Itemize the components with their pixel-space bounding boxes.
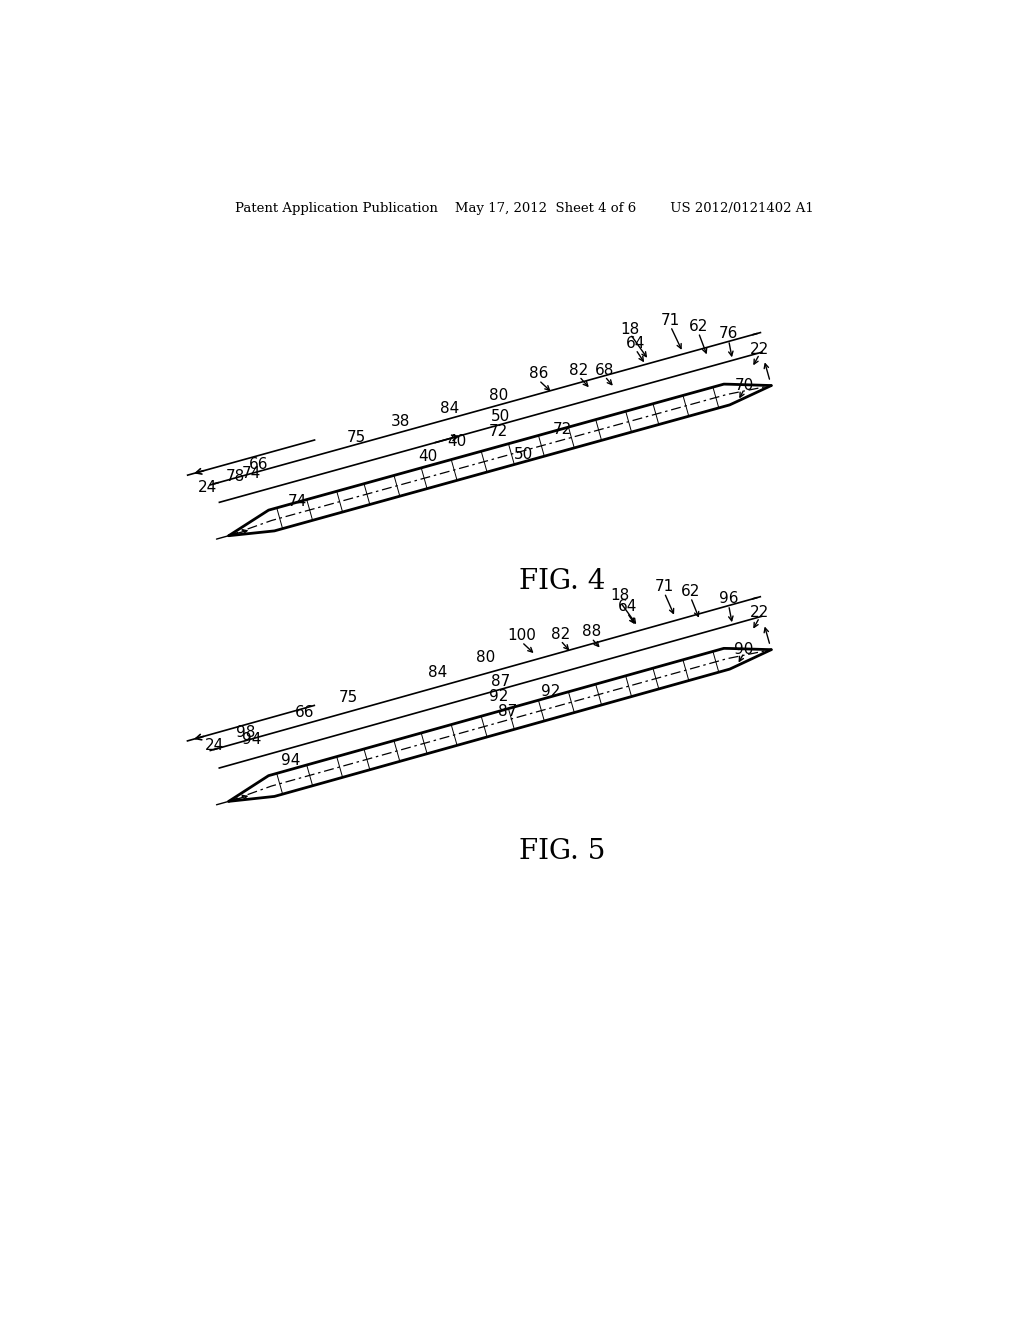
Text: 71: 71 xyxy=(660,313,680,327)
Text: 22: 22 xyxy=(750,342,769,356)
Text: 50: 50 xyxy=(514,447,532,462)
Text: 70: 70 xyxy=(734,378,754,393)
Text: 18: 18 xyxy=(610,589,630,603)
Text: 96: 96 xyxy=(719,591,738,606)
Text: 84: 84 xyxy=(440,401,459,416)
Text: 75: 75 xyxy=(347,429,367,445)
Text: 92: 92 xyxy=(541,684,560,698)
Text: 40: 40 xyxy=(447,434,467,449)
Text: 74: 74 xyxy=(288,494,306,508)
Text: 80: 80 xyxy=(488,388,508,403)
Text: 40: 40 xyxy=(419,449,437,465)
Text: 75: 75 xyxy=(339,690,358,705)
Text: 92: 92 xyxy=(488,689,508,704)
Text: 84: 84 xyxy=(428,665,447,680)
Text: 86: 86 xyxy=(529,367,549,381)
Text: 62: 62 xyxy=(681,583,700,599)
Text: 24: 24 xyxy=(205,738,224,752)
Text: 18: 18 xyxy=(621,322,640,337)
Text: Patent Application Publication    May 17, 2012  Sheet 4 of 6        US 2012/0121: Patent Application Publication May 17, 2… xyxy=(236,202,814,215)
Text: 82: 82 xyxy=(569,363,589,378)
Text: 90: 90 xyxy=(734,642,754,657)
Text: 87: 87 xyxy=(498,704,517,719)
Text: 66: 66 xyxy=(295,705,314,721)
Text: 98: 98 xyxy=(237,725,255,739)
Text: 88: 88 xyxy=(582,624,601,639)
Text: 64: 64 xyxy=(626,335,645,351)
Text: 62: 62 xyxy=(689,318,708,334)
Text: 50: 50 xyxy=(492,409,511,424)
Text: 94: 94 xyxy=(281,752,300,768)
Text: 22: 22 xyxy=(750,605,769,620)
Text: FIG. 5: FIG. 5 xyxy=(519,838,605,865)
Text: 94: 94 xyxy=(242,731,261,747)
Text: 72: 72 xyxy=(552,422,571,437)
Text: 82: 82 xyxy=(551,627,570,642)
Text: 100: 100 xyxy=(507,628,537,643)
Text: 68: 68 xyxy=(595,363,614,378)
Text: FIG. 4: FIG. 4 xyxy=(519,569,605,595)
Text: 24: 24 xyxy=(199,480,217,495)
Text: 80: 80 xyxy=(476,649,496,665)
Text: 72: 72 xyxy=(488,424,508,438)
Text: 71: 71 xyxy=(654,579,674,594)
Text: 74: 74 xyxy=(242,466,261,480)
Text: 76: 76 xyxy=(719,326,738,342)
Text: 78: 78 xyxy=(225,469,245,484)
Text: 87: 87 xyxy=(492,673,510,689)
Text: 64: 64 xyxy=(617,599,637,614)
Text: 38: 38 xyxy=(391,414,411,429)
Text: 66: 66 xyxy=(249,457,268,473)
